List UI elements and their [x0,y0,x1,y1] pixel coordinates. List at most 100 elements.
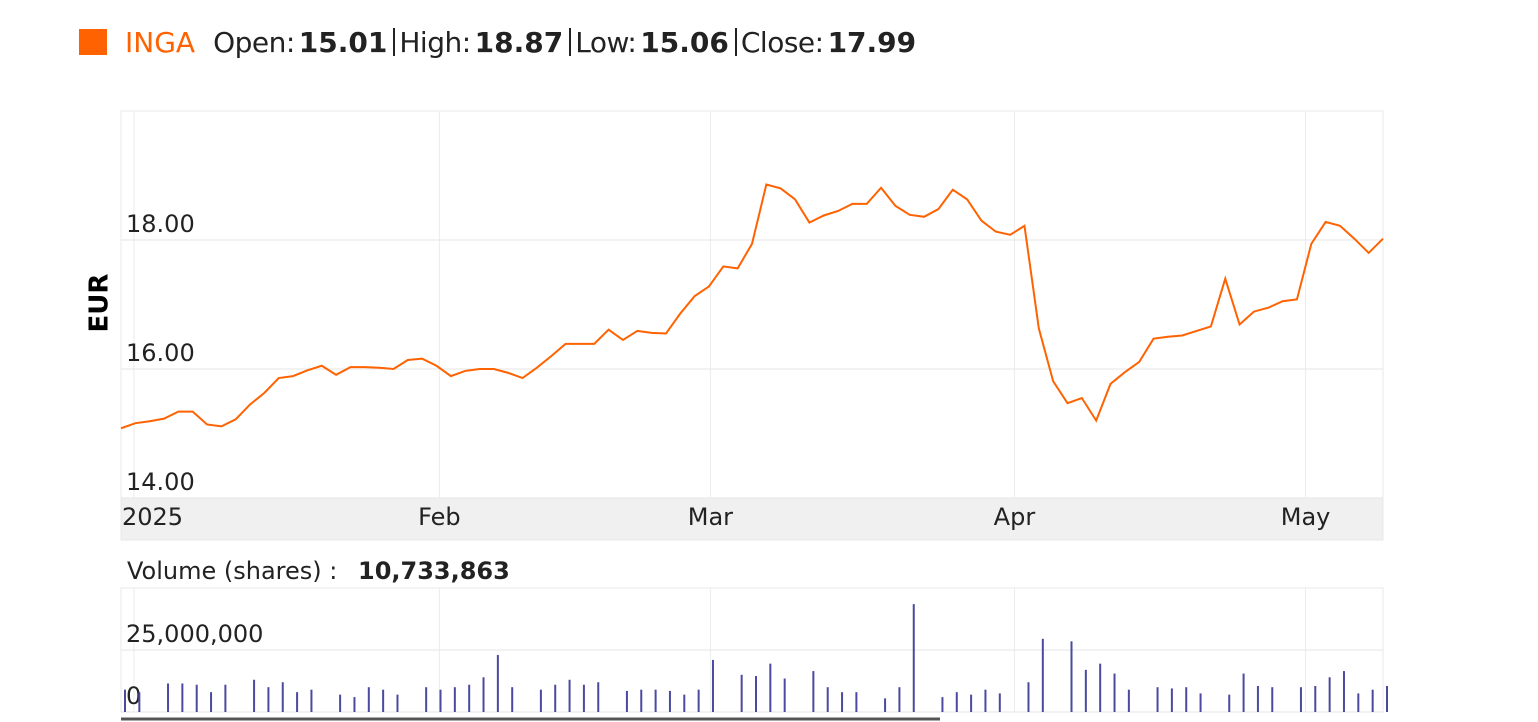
legend-swatch [79,29,107,55]
x-tick-label: Mar [688,503,733,531]
volume-bar [841,692,844,712]
volume-bar [755,676,757,712]
volume-bar [425,687,428,712]
volume-bar [898,687,901,712]
volume-bar [984,689,987,712]
volume-bar [711,659,714,712]
plot-frame [120,110,1384,541]
separator [734,28,737,56]
volume-bar [353,697,356,712]
volume-bar [625,690,628,712]
separator [569,28,572,56]
volume-bar [941,697,944,712]
volume-bar [654,689,657,712]
volume-bar [124,689,126,712]
volume-bar [1113,673,1116,712]
volume-bar [640,689,643,712]
x-tick-label: Feb [418,503,461,531]
volume-bar [568,679,571,712]
volume-bar [1099,663,1102,712]
open-value: 15.01 [298,25,388,59]
x-axis-band [121,498,1383,540]
volume-bar [554,684,557,712]
volume-bar [826,687,829,712]
volume-bar [224,684,227,712]
volume-bar [1199,693,1202,712]
volume-bar [998,693,1001,712]
volume-bar [1027,682,1030,712]
low-value: 15.06 [640,25,729,59]
volume-bar [195,684,198,712]
volume-bar [468,684,471,712]
volume-bar [740,674,743,712]
volume-bar [1170,688,1173,712]
volume-bar [1299,687,1302,712]
volume-bar [496,654,499,712]
volume-bar [1185,687,1188,712]
volume-bar [1328,677,1331,712]
volume-bar [955,692,958,712]
volume-bar [210,692,213,712]
low-label: Low: [575,25,637,59]
separator [393,28,396,56]
y-tick-label: 18.00 [126,210,195,238]
volume-bar [697,689,700,712]
volume-bar [396,694,399,712]
volume-bar [1127,689,1130,712]
y-tick-label: 0 [126,682,141,710]
volume-bar [597,682,600,712]
volume-bar [1371,689,1374,712]
x-tick-label: 2025 [122,503,183,531]
close-value: 17.99 [827,25,917,59]
volume-bar [783,678,786,712]
y-axis-title: EUR [85,274,115,333]
volume-bar [367,687,370,712]
volume-bar [855,692,858,712]
volume-bar [683,694,686,712]
x-tick-label: May [1281,503,1331,531]
price-line [120,183,1384,430]
volume-bar [1342,671,1345,712]
volume-bar [1271,687,1274,712]
volume-bar [1070,641,1073,712]
volume-bar [884,698,887,712]
volume-bar [138,692,141,712]
volume-bar [267,687,270,712]
volume-bar [167,683,170,712]
volume-bar [812,671,815,712]
volume-bar [970,694,973,712]
volume-title: Volume (shares) : [127,557,337,585]
close-label: Close: [740,25,824,59]
volume-bar [382,689,385,712]
volume-bar [1357,693,1360,712]
high-label: High: [399,25,471,59]
high-value: 18.87 [474,25,564,59]
volume-bar [310,689,313,712]
volume-bar [181,683,184,712]
volume-bar [668,690,671,712]
x-tick-label: Apr [994,503,1036,531]
volume-bar [281,682,284,712]
volume-bar [1156,687,1159,712]
volume-bar [439,689,442,712]
volume-bar [539,689,542,712]
volume-bar [1314,685,1317,712]
volume-bar [1041,638,1044,712]
volume-bar [912,604,915,712]
y-tick-label: 14.00 [126,468,195,496]
volume-bar [769,663,772,712]
volume-bar [296,692,299,712]
volume-bar [453,687,456,712]
volume-bar [511,687,514,712]
volume-bar [339,694,342,712]
legend-label: INGA [125,25,196,59]
volume-bar [1084,669,1087,712]
volume-bar [1256,685,1259,712]
y-tick-label: 25,000,000 [126,620,263,648]
volume-bar [582,684,585,712]
volume-bar [482,677,485,712]
volume-bar [1228,694,1231,712]
volume-value: 10,733,863 [358,557,510,585]
